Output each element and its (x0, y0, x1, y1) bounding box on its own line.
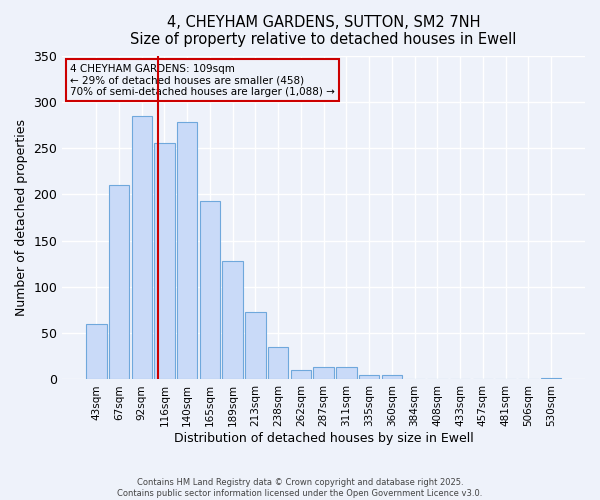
Bar (290, 370, 311, 380)
Text: Contains HM Land Registry data © Crown copyright and database right 2025.
Contai: Contains HM Land Registry data © Crown c… (118, 478, 482, 498)
Bar (268, 347, 289, 380)
Bar (245, 312, 266, 380)
Bar (313, 368, 334, 380)
Bar (86, 324, 107, 380)
Bar (154, 144, 175, 380)
Bar (200, 201, 220, 380)
Bar (541, 378, 561, 380)
Bar (223, 261, 243, 380)
Bar (359, 375, 379, 380)
Bar (109, 185, 129, 380)
Bar (131, 116, 152, 380)
Bar (177, 122, 197, 380)
X-axis label: Distribution of detached houses by size in Ewell: Distribution of detached houses by size … (174, 432, 473, 445)
Title: 4, CHEYHAM GARDENS, SUTTON, SM2 7NH
Size of property relative to detached houses: 4, CHEYHAM GARDENS, SUTTON, SM2 7NH Size… (130, 15, 517, 48)
Y-axis label: Number of detached properties: Number of detached properties (15, 119, 28, 316)
Bar (404, 378, 425, 380)
Bar (382, 375, 402, 380)
Text: 4 CHEYHAM GARDENS: 109sqm
← 29% of detached houses are smaller (458)
70% of semi: 4 CHEYHAM GARDENS: 109sqm ← 29% of detac… (70, 64, 335, 97)
Bar (473, 378, 493, 380)
Bar (336, 366, 356, 380)
